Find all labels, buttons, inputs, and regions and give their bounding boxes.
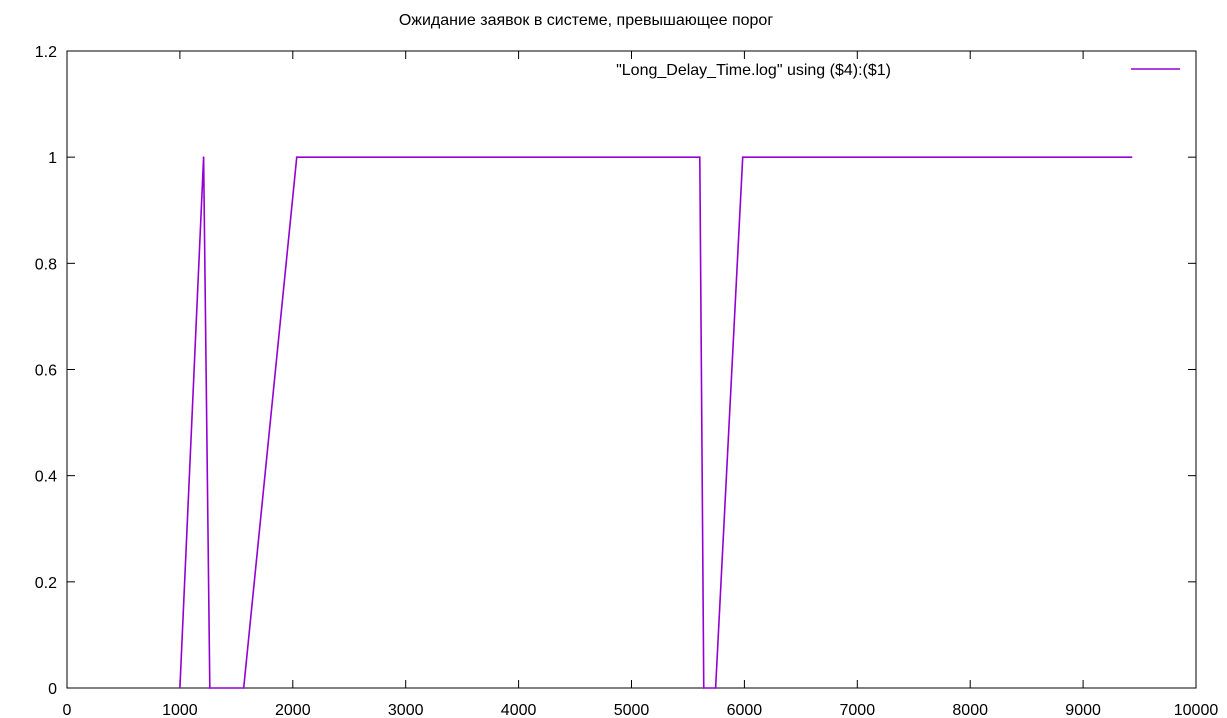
x-tick-label: 1000 [162, 702, 198, 718]
x-tick-label: 6000 [727, 702, 763, 718]
x-tick-label: 5000 [614, 702, 650, 718]
data-point [699, 156, 701, 158]
x-tick-label: 4000 [501, 702, 537, 718]
x-tick-label: 0 [63, 702, 72, 718]
y-tick-label: 0 [48, 681, 57, 698]
data-point [714, 687, 717, 689]
data-point [1130, 156, 1133, 158]
chart-title: Ожидание заявок в системе, превышающее п… [399, 12, 774, 29]
x-tick-label: 9000 [1065, 702, 1101, 718]
y-tick-label: 1.2 [35, 44, 57, 61]
plot-frame [66, 50, 1197, 689]
y-tick-label: 0.8 [35, 256, 57, 273]
data-point [202, 156, 205, 158]
x-tick-label: 2000 [275, 702, 311, 718]
x-tick-label: 3000 [388, 702, 424, 718]
x-tick-label: 7000 [840, 702, 876, 718]
y-tick-label: 0.6 [35, 363, 57, 380]
y-tick-label: 0.4 [35, 469, 57, 486]
legend: "Long_Delay_Time.log" using ($4):($1) [616, 62, 1180, 79]
data-point [702, 687, 705, 689]
data-point [741, 156, 744, 158]
series-layer [179, 156, 1133, 689]
y-axis: 0 0.2 0.4 0.6 0.8 1 1.2 [35, 44, 1196, 698]
data-point [179, 687, 181, 689]
series-line [179, 156, 1132, 689]
x-tick-label: 8000 [952, 702, 988, 718]
x-axis: 0 1000 2000 3000 4000 5000 6000 7000 8000 9000 100… [63, 51, 1219, 718]
x-tick-label: 10000 [1174, 702, 1219, 718]
data-point [242, 687, 245, 689]
data-point [295, 156, 298, 158]
data-point [209, 687, 211, 689]
legend-label: "Long_Delay_Time.log" using ($4):($1) [616, 62, 891, 79]
y-tick-label: 0.2 [35, 575, 57, 592]
y-tick-label: 1 [48, 150, 57, 167]
